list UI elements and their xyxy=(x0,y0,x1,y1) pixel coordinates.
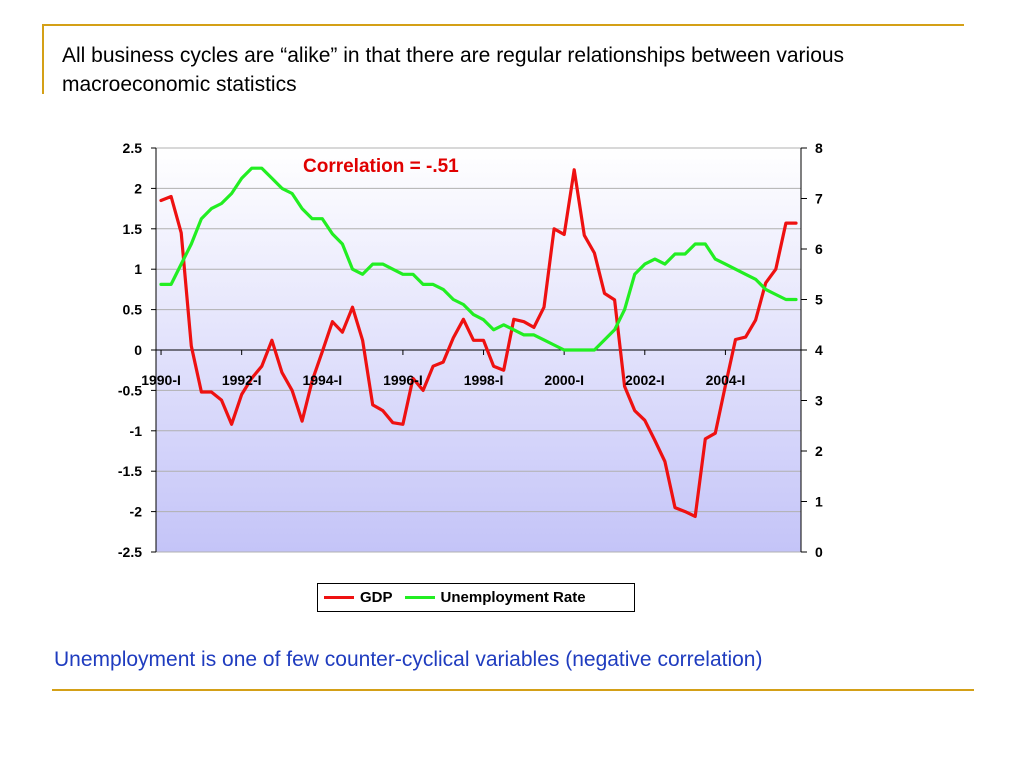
slide-footer: Unemployment is one of few counter-cycli… xyxy=(54,648,763,671)
legend-swatch-gdp xyxy=(324,596,354,599)
legend-item-gdp: GDP xyxy=(324,589,393,606)
y-left-tick-label: -2.5 xyxy=(118,544,142,560)
legend-item-unemployment: Unemployment Rate xyxy=(404,589,586,606)
y-right-tick-label: 3 xyxy=(815,393,823,409)
x-tick-label: 1990-I xyxy=(141,372,181,388)
y-left-tick-label: 2.5 xyxy=(123,140,143,156)
y-right-tick-label: 5 xyxy=(815,292,823,308)
y-right-tick-label: 7 xyxy=(815,191,823,207)
unemployment-series-line xyxy=(159,166,798,352)
y-left-tick-label: -1.5 xyxy=(118,463,142,479)
x-tick-label: 1996-I xyxy=(383,372,423,388)
y-right-tick-label: 4 xyxy=(815,342,823,358)
top-rule xyxy=(42,24,964,26)
slide-title: All business cycles are “alike” in that … xyxy=(62,44,845,96)
y-left-tick-label: 0 xyxy=(134,342,142,358)
bottom-rule xyxy=(52,689,974,691)
x-tick-label: 2000-I xyxy=(544,372,584,388)
y-right-tick-label: 6 xyxy=(815,241,823,257)
chart-legend: GDP Unemployment Rate xyxy=(317,583,635,612)
legend-label-gdp: GDP xyxy=(360,589,393,606)
y-left-tick-label: -0.5 xyxy=(118,382,142,398)
x-tick-label: 1994-I xyxy=(302,372,342,388)
y-right-tick-label: 0 xyxy=(815,544,823,560)
y-left-tick-label: -1 xyxy=(130,423,143,439)
y-right-tick-label: 2 xyxy=(815,443,823,459)
correlation-annotation: Correlation = -.51 xyxy=(303,156,459,177)
x-tick-label: 2002-I xyxy=(625,372,665,388)
gdp-series-line xyxy=(159,168,798,519)
y-left-tick-label: 0.5 xyxy=(123,302,143,318)
y-left-tick-label: -2 xyxy=(130,504,143,520)
y-left-tick-label: 1 xyxy=(134,261,142,277)
x-tick-label: 2004-I xyxy=(706,372,746,388)
y-right-tick-label: 1 xyxy=(815,494,823,510)
legend-label-unemployment: Unemployment Rate xyxy=(440,589,586,606)
x-tick-label: 1998-I xyxy=(464,372,504,388)
legend-swatch-unemployment xyxy=(404,596,435,599)
y-left-tick-label: 1.5 xyxy=(123,221,143,237)
x-tick-label: 1992-I xyxy=(222,372,262,388)
y-left-tick-label: 2 xyxy=(134,180,142,196)
y-right-tick-label: 8 xyxy=(815,140,823,156)
left-rule xyxy=(42,24,44,94)
